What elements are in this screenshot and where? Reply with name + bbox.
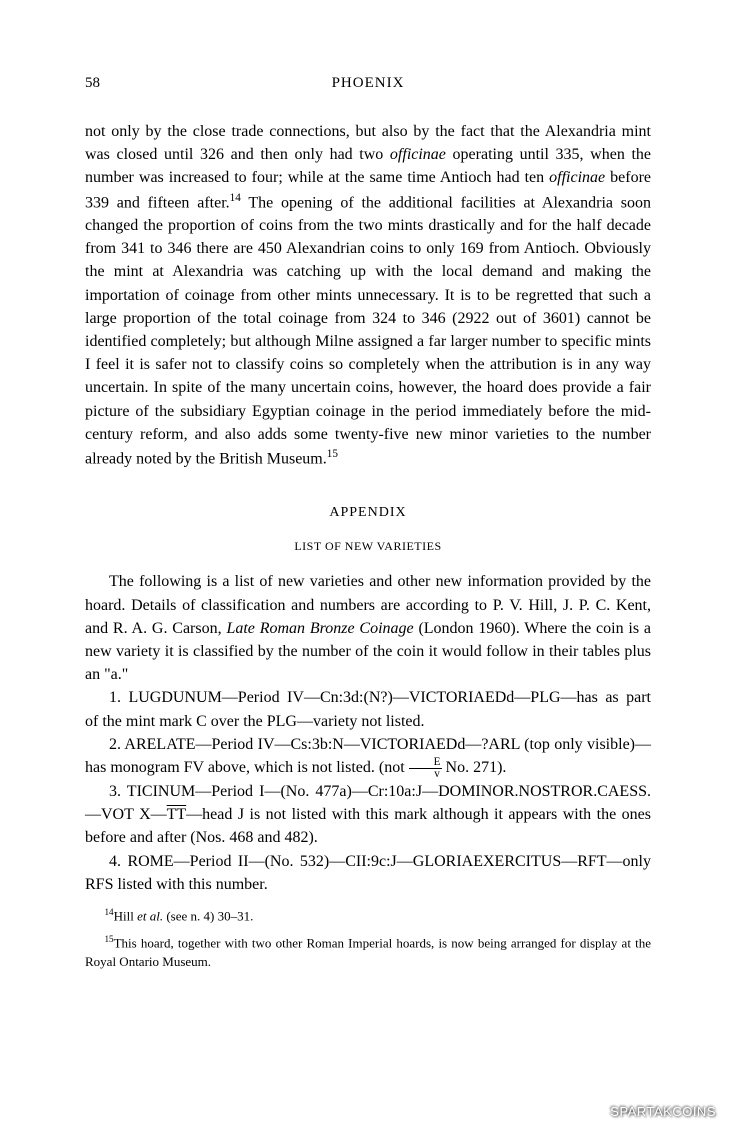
page-number: 58 [85,75,100,92]
fraction-bottom: v [409,769,442,780]
footnote-14-number: 14 [105,907,114,917]
footnote-14: 14Hill et al. (see n. 4) 30–31. [85,906,651,926]
footnote-14-italic: et al. [137,908,163,923]
body-text-part4: The opening of the additional facilities… [85,194,651,467]
footnote-14-part1: Hill [114,908,137,923]
body-paragraph: not only by the close trade connections,… [85,120,651,470]
body-italic-officinae-1: officinae [390,146,446,163]
watermark: SPARTAKCOINS [610,1104,716,1119]
appendix-entry-3: 3. TICINUM—Period I—(No. 477a)—Cr:10a:J—… [85,780,651,850]
appendix-entry-2-part1: 2. ARELATE—Period IV—Cs:3b:N—VICTORIAEDd… [85,736,651,776]
appendix-entry-4: 4. ROME—Period II—(No. 532)—CII:9c:J—GLO… [85,850,651,896]
appendix-entry-2-part2: No. 271). [442,759,507,776]
appendix-header: APPENDIX [85,505,651,521]
appendix-intro: The following is a list of new varieties… [85,570,651,686]
footnote-15-marker: 15 [327,448,338,460]
appendix-entry-1: 1. LUGDUNUM—Period IV—Cn:3d:(N?)—VICTORI… [85,686,651,732]
appendix-entry-3-overline: TT [167,806,187,823]
footnote-14-part2: (see n. 4) 30–31. [163,908,253,923]
fraction-top: E [409,757,442,769]
footnote-15-text: This hoard, together with two other Roma… [85,936,651,969]
running-header: PHOENIX [85,75,651,92]
footnotes-block: 14Hill et al. (see n. 4) 30–31. 15This h… [85,906,651,971]
appendix-intro-italic: Late Roman Bronze Coinage [226,620,413,637]
appendix-entry-2-fraction: Ev [409,757,442,780]
footnote-14-marker: 14 [230,192,241,204]
appendix-entry-2: 2. ARELATE—Period IV—Cs:3b:N—VICTORIAEDd… [85,733,651,780]
appendix-subheader: LIST OF NEW VARIETIES [85,539,651,554]
footnote-15: 15This hoard, together with two other Ro… [85,933,651,971]
footnote-15-number: 15 [105,934,114,944]
body-italic-officinae-2: officinae [549,169,605,186]
